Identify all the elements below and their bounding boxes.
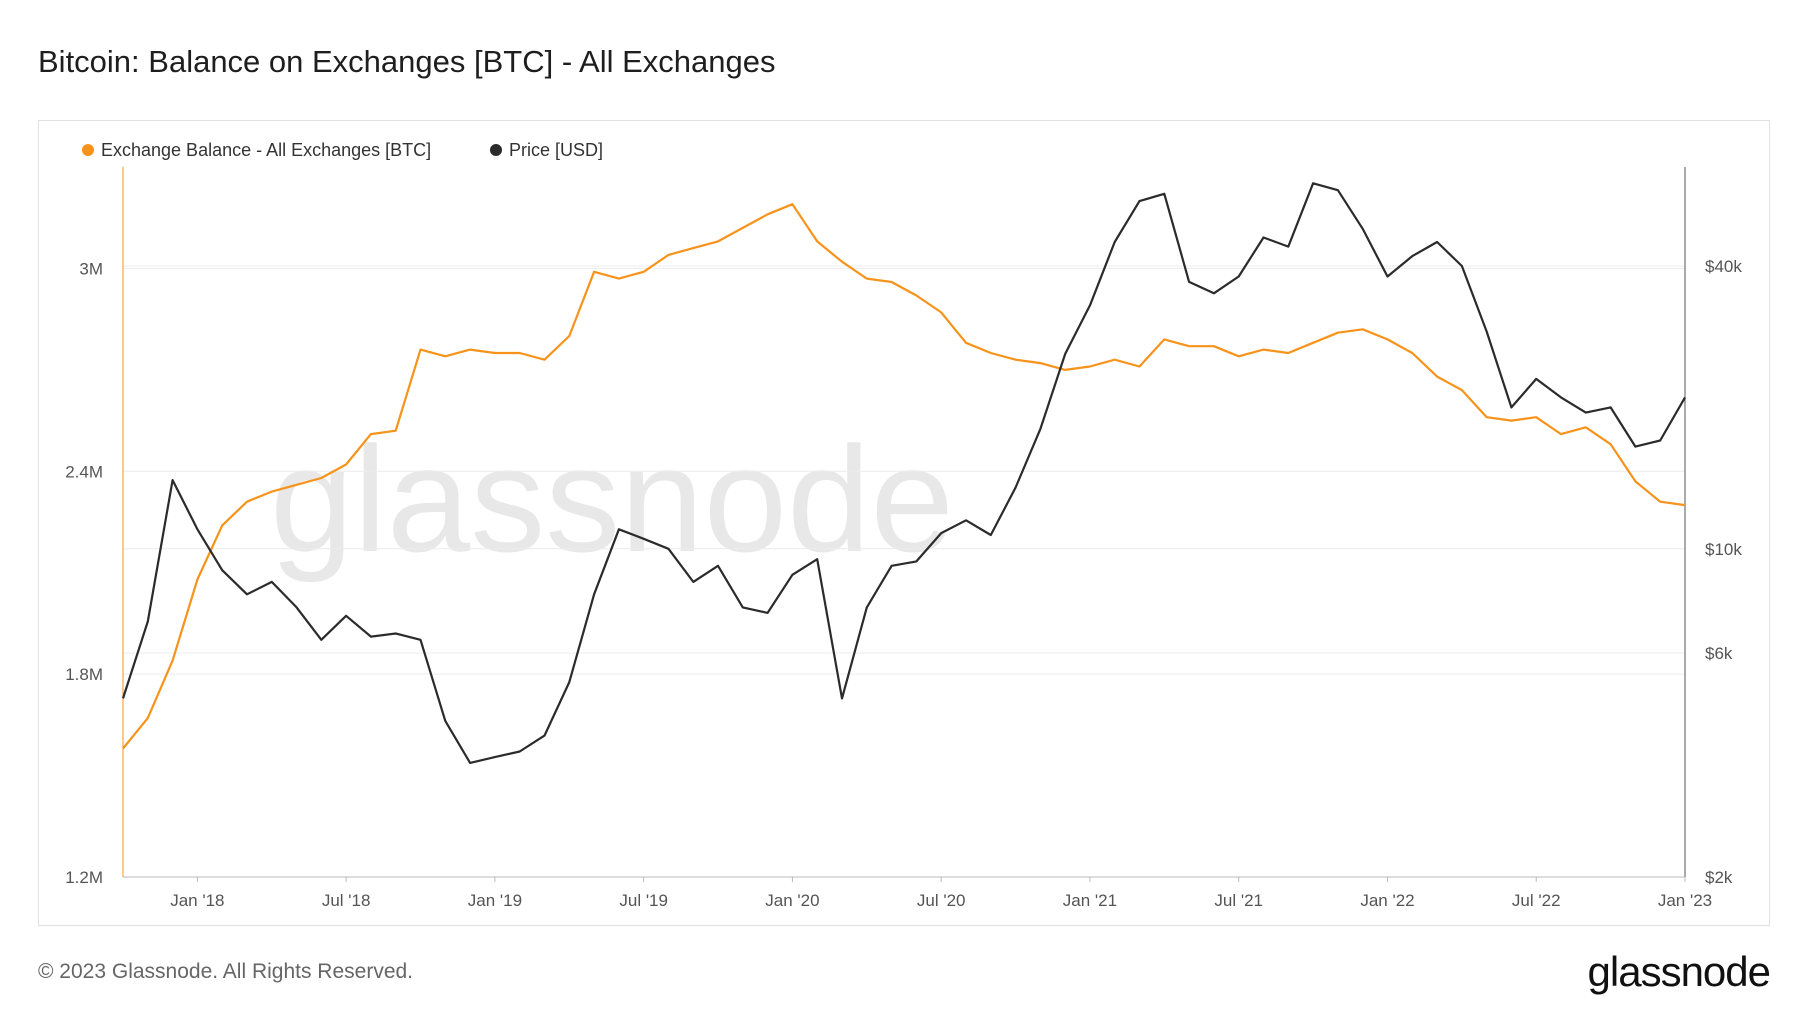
x-tick-label: Jul '18: [322, 891, 371, 910]
x-tick-label: Jan '19: [468, 891, 522, 910]
x-tick-label: Jan '20: [765, 891, 819, 910]
x-tick-label: Jan '22: [1360, 891, 1414, 910]
series-line-price: [121, 182, 1686, 765]
y-right-tick-label: $10k: [1705, 540, 1742, 559]
x-tick-label: Jan '18: [170, 891, 224, 910]
series-line-balance: [122, 203, 1686, 750]
legend-marker-price: [490, 144, 502, 156]
chart-frame: glassnode 1.2M 1.8M 2.4M 3M $2k $6k $10k $40k Ja…: [38, 120, 1770, 926]
axis-layer: 1.2M 1.8M 2.4M 3M $2k $6k $10k $40k Jan '18 Jul '…: [65, 167, 1742, 910]
x-tick-label: Jul '21: [1214, 891, 1263, 910]
legend: Exchange Balance - All Exchanges [BTC] P…: [82, 140, 603, 160]
x-tick-label: Jul '22: [1512, 891, 1561, 910]
series-layer: [121, 182, 1686, 765]
watermark: glassnode: [270, 415, 954, 583]
page-title: Bitcoin: Balance on Exchanges [BTC] - Al…: [38, 44, 776, 79]
y-right-tick-label: $2k: [1705, 868, 1733, 887]
y-right-tick-label: $40k: [1705, 257, 1742, 276]
footer-copyright: © 2023 Glassnode. All Rights Reserved.: [38, 960, 414, 983]
y-left-tick-label: 1.8M: [65, 665, 103, 684]
legend-label-price[interactable]: Price [USD]: [509, 140, 603, 160]
y-left-tick-label: 1.2M: [65, 868, 103, 887]
y-left-tick-label: 3M: [79, 259, 103, 278]
x-tick-label: Jul '19: [619, 891, 668, 910]
y-left-tick-label: 2.4M: [65, 462, 103, 481]
x-tick-label: Jul '20: [917, 891, 966, 910]
chart-svg: glassnode 1.2M 1.8M 2.4M 3M $2k $6k $10k $40k Ja…: [65, 140, 1742, 910]
glassnode-logo: glassnode: [1587, 948, 1771, 995]
legend-label-balance[interactable]: Exchange Balance - All Exchanges [BTC]: [101, 140, 431, 160]
x-tick-label: Jan '21: [1063, 891, 1117, 910]
x-tick-label: Jan '23: [1658, 891, 1712, 910]
y-right-tick-label: $6k: [1705, 644, 1733, 663]
legend-marker-balance: [82, 144, 94, 156]
